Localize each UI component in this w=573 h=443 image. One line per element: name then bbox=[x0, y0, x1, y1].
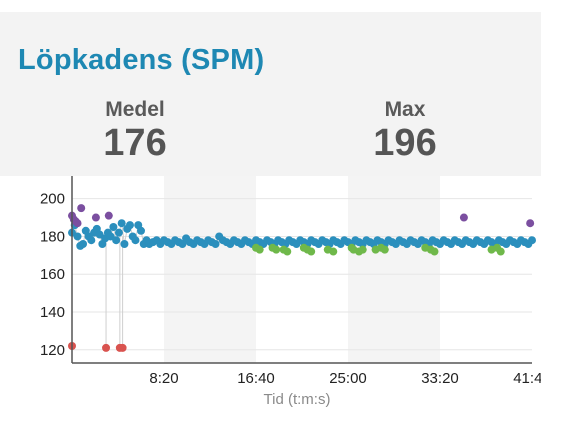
data-point bbox=[178, 240, 187, 248]
data-point bbox=[211, 240, 220, 248]
max-value: 196 bbox=[373, 122, 437, 164]
data-point bbox=[131, 236, 140, 245]
data-point bbox=[125, 221, 134, 230]
data-point bbox=[73, 219, 82, 228]
data-point bbox=[528, 236, 536, 245]
data-point bbox=[358, 245, 367, 254]
cadence-chart: 200 180 160 140 120 8:20 16:40 25:00 33:20 41:40 T… bbox=[40, 176, 541, 408]
data-point bbox=[109, 223, 118, 231]
chart-title: Löpkadens (SPM) bbox=[18, 44, 265, 76]
data-point bbox=[307, 247, 316, 256]
x-axis-title: Tid (t:m:s) bbox=[264, 391, 331, 408]
data-point bbox=[87, 236, 96, 245]
data-point bbox=[112, 236, 121, 245]
avg-label: Medel bbox=[105, 98, 165, 121]
data-point bbox=[283, 247, 292, 256]
data-point bbox=[73, 232, 82, 241]
y-tick-label: 140 bbox=[40, 304, 65, 321]
y-tick-label: 180 bbox=[40, 228, 65, 245]
x-tick-label: 41:40 bbox=[513, 370, 541, 387]
x-tick-label: 25:00 bbox=[329, 370, 367, 387]
y-tick-label: 160 bbox=[40, 266, 65, 283]
data-point bbox=[459, 213, 468, 222]
data-point bbox=[104, 211, 113, 220]
y-tick-label: 200 bbox=[40, 191, 65, 208]
x-tick-label: 16:40 bbox=[237, 370, 275, 387]
data-point bbox=[91, 213, 100, 222]
y-tick-label: 120 bbox=[40, 342, 65, 359]
data-point bbox=[137, 226, 145, 235]
data-point bbox=[430, 247, 439, 256]
data-point bbox=[380, 245, 389, 254]
chart-band bbox=[348, 176, 440, 363]
data-point bbox=[255, 245, 264, 254]
data-point bbox=[272, 245, 281, 254]
data-point bbox=[79, 240, 88, 248]
x-tick-label: 8:20 bbox=[149, 370, 178, 387]
data-point bbox=[114, 228, 123, 237]
x-tick-label: 33:20 bbox=[421, 370, 459, 387]
avg-value: 176 bbox=[103, 122, 167, 164]
data-point bbox=[118, 343, 127, 352]
chart-area: 200 180 160 140 120 8:20 16:40 25:00 33:20 41:40 T… bbox=[0, 176, 541, 435]
data-point bbox=[102, 343, 111, 352]
data-point bbox=[120, 240, 129, 248]
data-point bbox=[77, 204, 86, 213]
data-point bbox=[329, 247, 338, 256]
chart-band bbox=[164, 176, 256, 363]
data-point bbox=[526, 219, 535, 228]
data-point bbox=[496, 247, 505, 256]
max-label: Max bbox=[384, 98, 426, 121]
data-point bbox=[117, 219, 126, 228]
